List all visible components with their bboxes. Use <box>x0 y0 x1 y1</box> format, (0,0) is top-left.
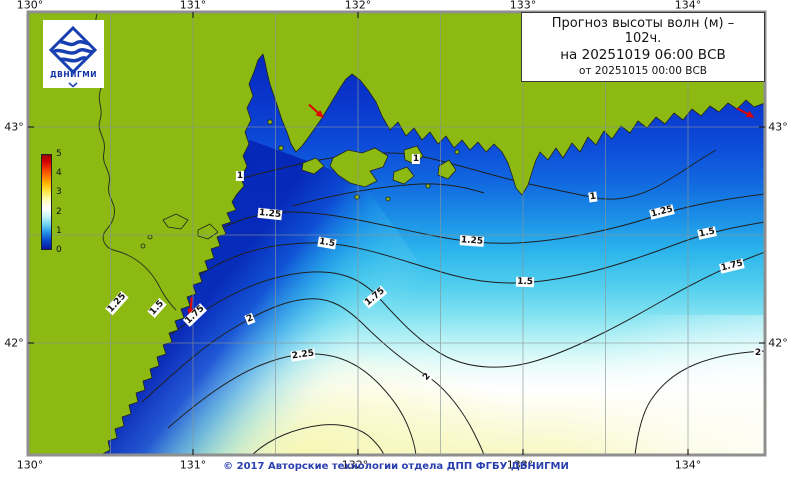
dvnigmi-logo: ДВНИГМИ <box>43 20 104 88</box>
red-arrow-icon <box>308 103 324 119</box>
colorbar-tick-label: 5 <box>56 149 62 159</box>
contour-label-1: 1 <box>411 154 421 164</box>
island <box>329 147 389 188</box>
copyright-text: © 2017 Авторские технологии отдела ДПП Ф… <box>223 461 569 472</box>
islet <box>147 234 153 240</box>
axis-label: 132° <box>344 0 372 12</box>
axis-label: 134° <box>674 458 702 472</box>
islet <box>267 119 273 125</box>
islet <box>454 149 460 155</box>
island <box>392 166 415 185</box>
southeast-white-zone <box>535 315 765 455</box>
axis-label: 134° <box>674 0 702 12</box>
axis-label: 131° <box>179 0 207 12</box>
contour-label-1: 1 <box>588 191 598 203</box>
forecast-valid-time: на 20251019 06:00 ВСВ <box>560 47 726 63</box>
contour-label-1.25: 1.25 <box>459 235 485 247</box>
axis-label: 132° <box>341 458 369 472</box>
islet <box>354 194 360 200</box>
islet <box>385 196 391 202</box>
axis-label: 43° <box>768 120 788 134</box>
forecast-title-line2: 102ч. <box>624 31 662 46</box>
contour-line-2.25 <box>251 424 385 455</box>
axis-label: 43° <box>4 120 24 134</box>
islet <box>140 243 146 249</box>
axis-label: 133° <box>509 0 537 12</box>
axis-label: 42° <box>768 336 788 350</box>
colorbar-tick-label: 0 <box>56 245 62 255</box>
axis-label: 42° <box>4 336 24 350</box>
axis-label: 130° <box>16 458 44 472</box>
contour-line-2.25 <box>167 353 417 455</box>
axis-label: 131° <box>179 458 207 472</box>
contour-line-2 <box>634 350 765 455</box>
logo-text: ДВНИГМИ <box>50 70 97 79</box>
contour-line-2 <box>141 298 485 455</box>
colorbar-tick-label: 2 <box>56 206 62 217</box>
colorbar-tick-label: 3 <box>56 187 62 198</box>
forecast-base-time: от 20251015 00:00 ВСВ <box>579 65 707 77</box>
red-arrow-icon <box>736 107 755 118</box>
colorbar-tick-label: 1 <box>56 225 62 236</box>
forecast-title-box: Прогноз высоты волн (м) – 102ч. на 20251… <box>521 12 765 82</box>
axis-label: 133° <box>506 458 534 472</box>
logo-diamond-icon <box>48 25 98 88</box>
wave-height-colorbar <box>41 154 52 250</box>
island <box>301 157 325 175</box>
contour-line-1 <box>291 183 485 207</box>
forecast-title-line1: Прогноз высоты волн (м) – <box>551 16 735 31</box>
lat-lon-grid <box>28 12 765 455</box>
island <box>162 213 189 230</box>
contour-label-2: 2 <box>753 348 763 358</box>
axis-label: 130° <box>16 0 44 12</box>
contour-line-1.75 <box>117 251 765 379</box>
map-frame <box>26 10 767 457</box>
mainland-coastline <box>28 12 765 455</box>
colorbar-tick-label: 4 <box>56 168 62 179</box>
islet <box>278 145 284 151</box>
islet <box>425 183 431 189</box>
contour-label-1.5: 1.5 <box>515 276 535 288</box>
island <box>437 159 457 180</box>
contour-label-1: 1 <box>235 171 245 181</box>
